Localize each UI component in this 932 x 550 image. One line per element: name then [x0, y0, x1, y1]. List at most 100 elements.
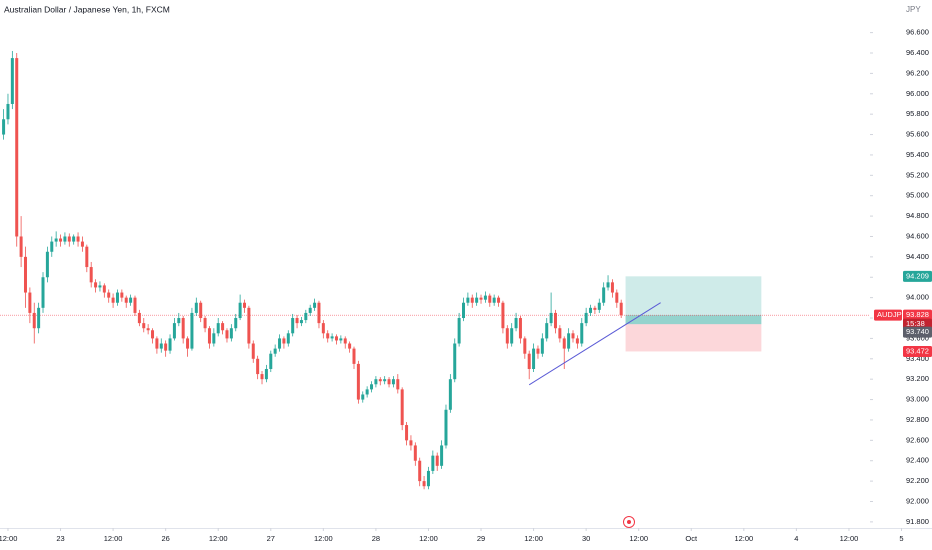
candle-body [462, 302, 466, 319]
candle-body [28, 292, 32, 313]
x-tick-label: 30 [582, 534, 590, 543]
candle-body [370, 384, 374, 390]
candle-body [23, 256, 27, 293]
target-label: 94.209 [906, 271, 929, 280]
candle-body [216, 323, 220, 334]
candle-body [536, 348, 540, 354]
candle-body [593, 307, 597, 310]
candle-body [466, 297, 470, 303]
candle-body [291, 318, 295, 334]
candle-body [422, 481, 426, 487]
candle-body [545, 323, 549, 339]
y-tick-label: 93.000 [906, 395, 929, 404]
axes: 91.800 92.000 92.200 92.400 92.600 92.800 93.0… [0, 28, 932, 543]
candle-body [440, 445, 444, 466]
candle-body [374, 379, 378, 385]
y-tick-label: 95.400 [906, 150, 929, 159]
candle-body [571, 333, 575, 339]
candle-body [256, 358, 260, 375]
candle-body [584, 312, 588, 324]
candle-body [124, 297, 128, 303]
candle-body [497, 297, 501, 303]
candle-body [15, 58, 19, 237]
candle-body [72, 236, 76, 242]
candle-body [448, 379, 452, 410]
candle-body [186, 338, 190, 349]
x-tick-label: 12:00 [314, 534, 333, 543]
candle-body [540, 338, 544, 354]
candle-body [313, 302, 317, 308]
entry-label: 93.740 [906, 327, 929, 336]
y-tick-label: 96.600 [906, 28, 929, 37]
candle-body [483, 295, 487, 300]
stop-label: 93.472 [906, 346, 929, 355]
candle-body [102, 285, 106, 293]
candle-body [50, 241, 54, 252]
candle-body [326, 333, 330, 339]
candle-body [426, 470, 430, 487]
symbol-tag [874, 309, 902, 321]
candle-body [264, 368, 268, 380]
y-tick-label: 96.000 [906, 89, 929, 98]
plot-area [0, 50, 870, 490]
candle-body [207, 328, 211, 344]
y-tick-label: 94.400 [906, 252, 929, 261]
candle-body [453, 343, 457, 380]
symbol-label: AUDJPY [877, 310, 907, 319]
x-tick-label: 26 [161, 534, 169, 543]
candle-body [251, 343, 255, 359]
x-tick-label: 29 [477, 534, 485, 543]
candle-body [615, 292, 619, 303]
y-tick-label: 91.800 [906, 517, 929, 526]
candle-body [10, 58, 14, 104]
currency-label: JPY [906, 5, 921, 14]
x-tick-label: Oct [685, 534, 698, 543]
candle-body [80, 241, 84, 247]
candle-body [405, 425, 409, 441]
x-tick-label: 12:00 [734, 534, 753, 543]
candle-body [435, 455, 439, 466]
candle-body [562, 338, 566, 349]
x-tick-label: 12:00 [840, 534, 859, 543]
candle-body [492, 297, 496, 303]
x-tick-label: 27 [267, 534, 275, 543]
candle-body [334, 336, 338, 341]
y-tick-label: 95.600 [906, 130, 929, 139]
x-tick-label: 12:00 [524, 534, 543, 543]
candle-body [260, 374, 264, 380]
target-zone [625, 276, 762, 325]
candle-body [431, 455, 435, 471]
candle-body [330, 336, 334, 339]
candle-body [580, 323, 584, 344]
candle-body [321, 323, 325, 334]
stop-zone [625, 324, 762, 352]
candle-body [194, 302, 198, 313]
open-pnl-zone [625, 315, 762, 325]
x-tick-label: 12:00 [104, 534, 123, 543]
candle-body [164, 343, 168, 351]
candle-body [225, 330, 229, 339]
x-tick-label: 5 [899, 534, 903, 543]
candle-body [238, 302, 242, 319]
price-axis [870, 0, 932, 528]
candle-body [273, 348, 277, 354]
candle-body [190, 312, 194, 349]
candle-body [45, 251, 49, 278]
candle-body [67, 236, 71, 242]
candle-body [247, 307, 251, 344]
candle-body [575, 338, 579, 344]
candle-body [41, 277, 45, 308]
candle-body [365, 389, 369, 395]
candle-body [514, 318, 518, 329]
y-tick-label: 92.200 [906, 476, 929, 485]
entry-tag [903, 326, 932, 338]
y-tick-label: 93.600 [906, 333, 929, 342]
candle-body [159, 343, 163, 349]
candle-body [457, 318, 461, 344]
candle-body [383, 379, 387, 382]
candle-body [413, 445, 417, 461]
candle-body [229, 328, 233, 339]
candle-body [361, 394, 365, 400]
candle-body [308, 307, 312, 313]
